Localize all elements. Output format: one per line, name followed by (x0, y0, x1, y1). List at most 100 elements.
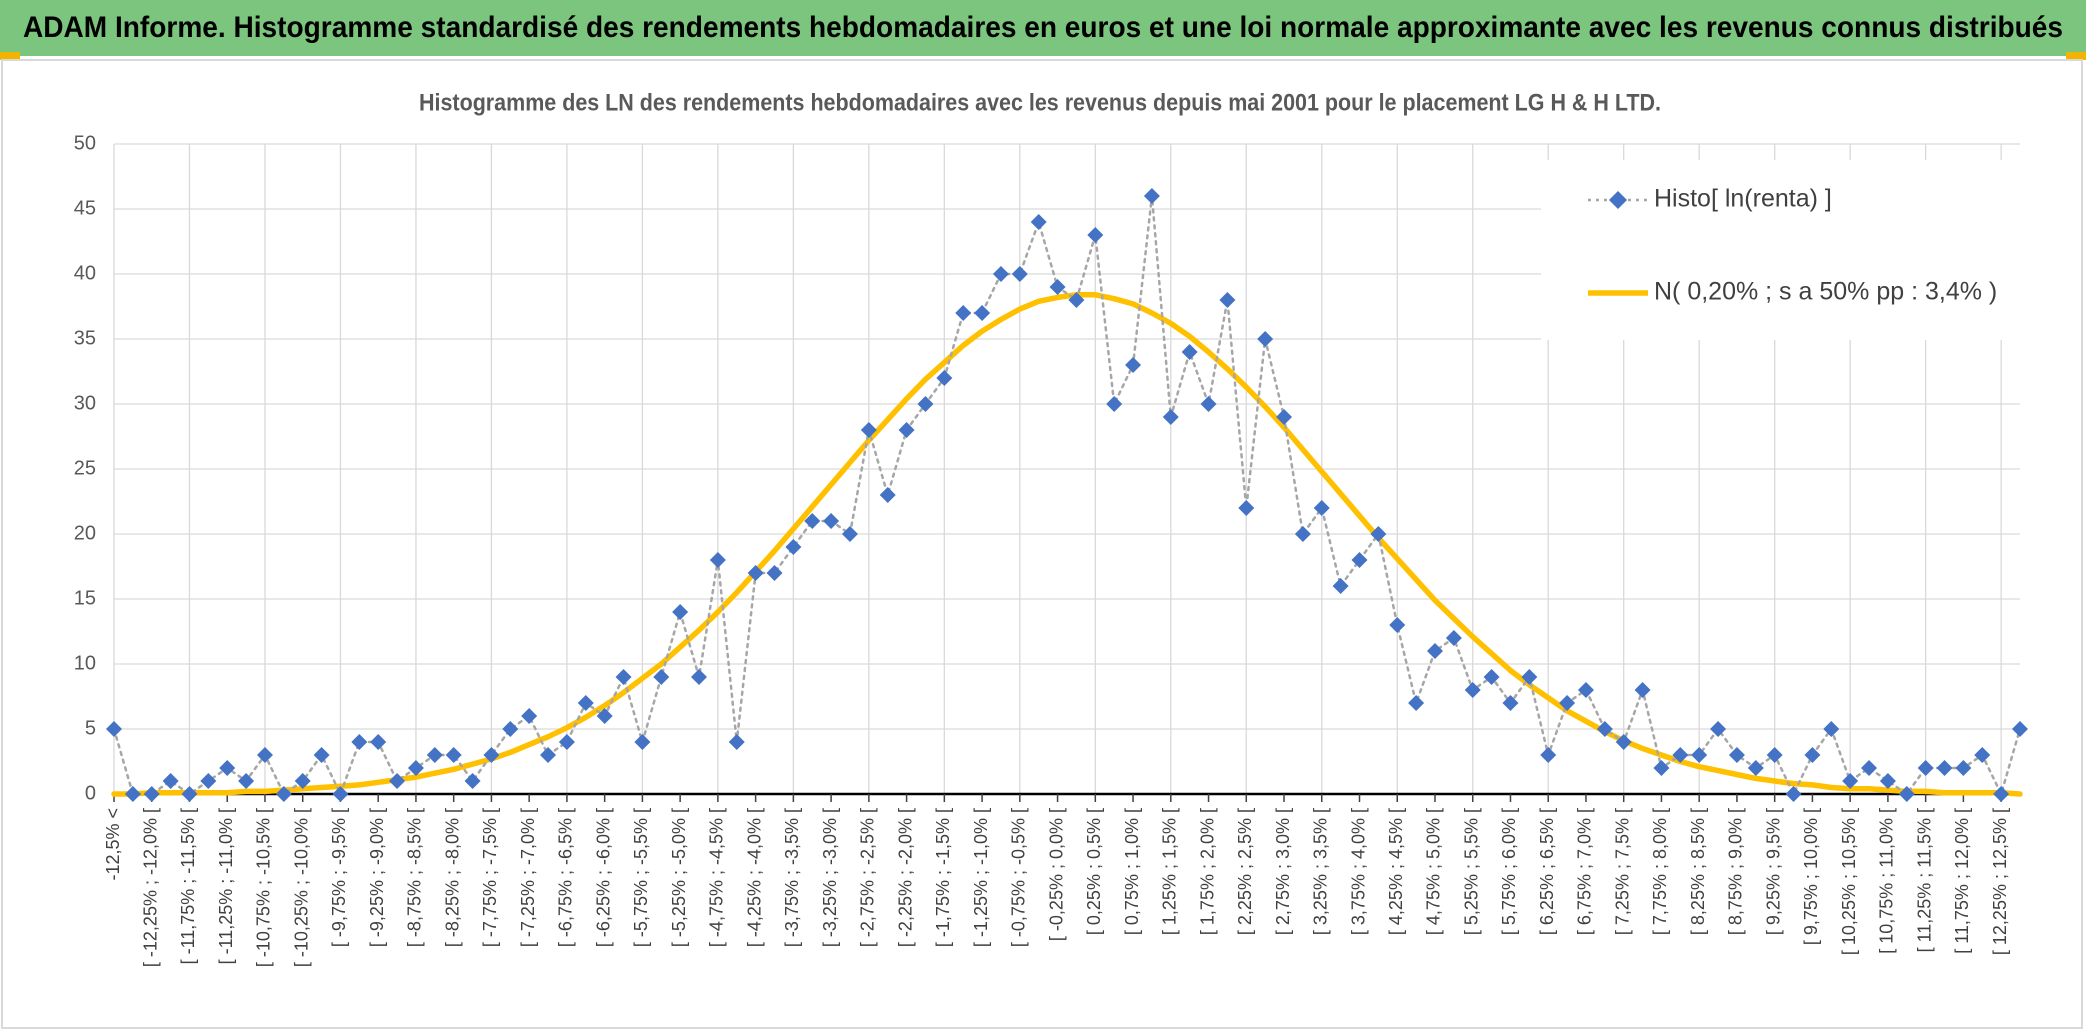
data-point (785, 539, 802, 555)
data-point (1219, 292, 1236, 308)
data-point (1162, 409, 1179, 425)
x-tick-label: [ -3,25% ; -3,0% [ (820, 808, 840, 947)
x-tick-label: [ -1,25% ; -1,0% [ (971, 808, 991, 947)
data-point (407, 760, 424, 776)
data-point (238, 773, 255, 789)
legend-label: Histo[ ln(renta) ] (1654, 185, 1832, 213)
data-point (1672, 747, 1689, 763)
y-tick-label: 0 (85, 782, 96, 804)
x-tick-label: [ 1,75% ; 2,0% [ (1197, 808, 1217, 935)
data-point (1426, 643, 1443, 659)
data-point (1993, 786, 2010, 802)
data-point (1842, 773, 1859, 789)
x-tick-label: [ 4,25% ; 4,5% [ (1386, 808, 1406, 935)
data-point (1879, 773, 1896, 789)
data-point (275, 786, 292, 802)
data-point (1502, 695, 1519, 711)
data-point (860, 422, 877, 438)
data-point (936, 370, 953, 386)
data-point (1955, 760, 1972, 776)
data-point (200, 773, 217, 789)
x-tick-label: [ 10,75% ; 11,0% [ (1877, 808, 1897, 954)
x-tick-label: [ -4,25% ; -4,0% [ (744, 808, 764, 947)
data-point (1540, 747, 1557, 763)
data-point (1370, 526, 1387, 542)
x-tick-label: [ 0,25% ; 0,5% [ (1084, 808, 1104, 935)
data-point (1200, 396, 1217, 412)
x-tick-label: [ 8,25% ; 8,5% [ (1688, 808, 1708, 935)
x-tick-label: [ -2,75% ; -2,5% [ (858, 808, 878, 947)
data-point (1785, 786, 1802, 802)
data-point (766, 565, 783, 581)
x-tick-label: [ 8,75% ; 9,0% [ (1726, 808, 1746, 935)
data-point (691, 669, 708, 685)
data-point (1125, 357, 1142, 373)
legend-label: N( 0,20% ; s a 50% pp : 3,4% ) (1654, 278, 1997, 306)
data-point (464, 773, 481, 789)
data-point (917, 396, 934, 412)
data-point (502, 721, 519, 737)
x-tick-label: [ 12,25% ; 12,5% [ (1990, 808, 2010, 955)
data-point (1030, 214, 1047, 230)
data-point (1087, 227, 1104, 243)
x-tick-label: [ -2,25% ; -2,0% [ (895, 808, 915, 947)
x-tick-label: [ 6,75% ; 7,0% [ (1575, 808, 1595, 935)
data-point (955, 305, 972, 321)
data-point (1577, 682, 1594, 698)
legend-marker (1609, 191, 1627, 209)
data-point (521, 708, 538, 724)
data-point (1766, 747, 1783, 763)
x-tick-label: [ 2,75% ; 3,0% [ (1273, 808, 1293, 935)
x-tick-label: [ -5,75% ; -5,5% [ (631, 808, 651, 947)
x-tick-label: [ -8,75% ; -8,5% [ (405, 808, 425, 947)
data-point (841, 526, 858, 542)
data-point (1332, 578, 1349, 594)
data-point (1276, 409, 1293, 425)
data-point (1257, 331, 1274, 347)
data-point (1521, 669, 1538, 685)
data-point (1691, 747, 1708, 763)
data-point (219, 760, 236, 776)
data-point (1445, 630, 1462, 646)
data-point (143, 786, 160, 802)
x-tick-label: [ -9,25% ; -9,0% [ (367, 808, 387, 947)
x-tick-label: [ -1,75% ; -1,5% [ (933, 808, 953, 947)
x-tick-label: [ 10,25% ; 10,5% [ (1839, 808, 1859, 955)
y-tick-label: 5 (85, 717, 96, 739)
data-point (313, 747, 330, 763)
data-point (1559, 695, 1576, 711)
x-tick-label: [ -4,75% ; -4,5% [ (707, 808, 727, 947)
y-tick-label: 35 (74, 327, 96, 349)
data-point (1898, 786, 1915, 802)
x-tick-label: [ -7,25% ; -7,0% [ (518, 808, 538, 947)
data-point (1917, 760, 1934, 776)
data-point (1351, 552, 1368, 568)
data-point (1238, 500, 1255, 516)
data-point (1804, 747, 1821, 763)
x-tick-label: [ -11,75% ; -11,5% [ (178, 808, 198, 964)
x-tick-label: [ 2,25% ; 2,5% [ (1235, 808, 1255, 935)
x-tick-label: [ -6,75% ; -6,5% [ (556, 808, 576, 947)
data-point (634, 734, 651, 750)
data-point (992, 266, 1009, 282)
x-tick-label: [ 9,25% ; 9,5% [ (1763, 808, 1783, 935)
chart-title: Histogramme des LN des rendements hebdom… (419, 89, 1661, 116)
data-point (1464, 682, 1481, 698)
y-tick-label: 15 (74, 587, 96, 609)
data-point (898, 422, 915, 438)
data-point (728, 734, 745, 750)
data-point (181, 786, 198, 802)
data-point (558, 734, 575, 750)
data-point (332, 786, 349, 802)
data-point (1728, 747, 1745, 763)
x-tick-label: [ -8,25% ; -8,0% [ (442, 808, 462, 947)
data-point (483, 747, 500, 763)
x-tick-label: [ 7,75% ; 8,0% [ (1650, 808, 1670, 935)
data-point (1049, 279, 1066, 295)
data-point (1483, 669, 1500, 685)
data-point (672, 604, 689, 620)
data-point (1294, 526, 1311, 542)
y-tick-label: 50 (74, 132, 96, 154)
x-tick-label: [ 4,75% ; 5,0% [ (1424, 808, 1444, 935)
